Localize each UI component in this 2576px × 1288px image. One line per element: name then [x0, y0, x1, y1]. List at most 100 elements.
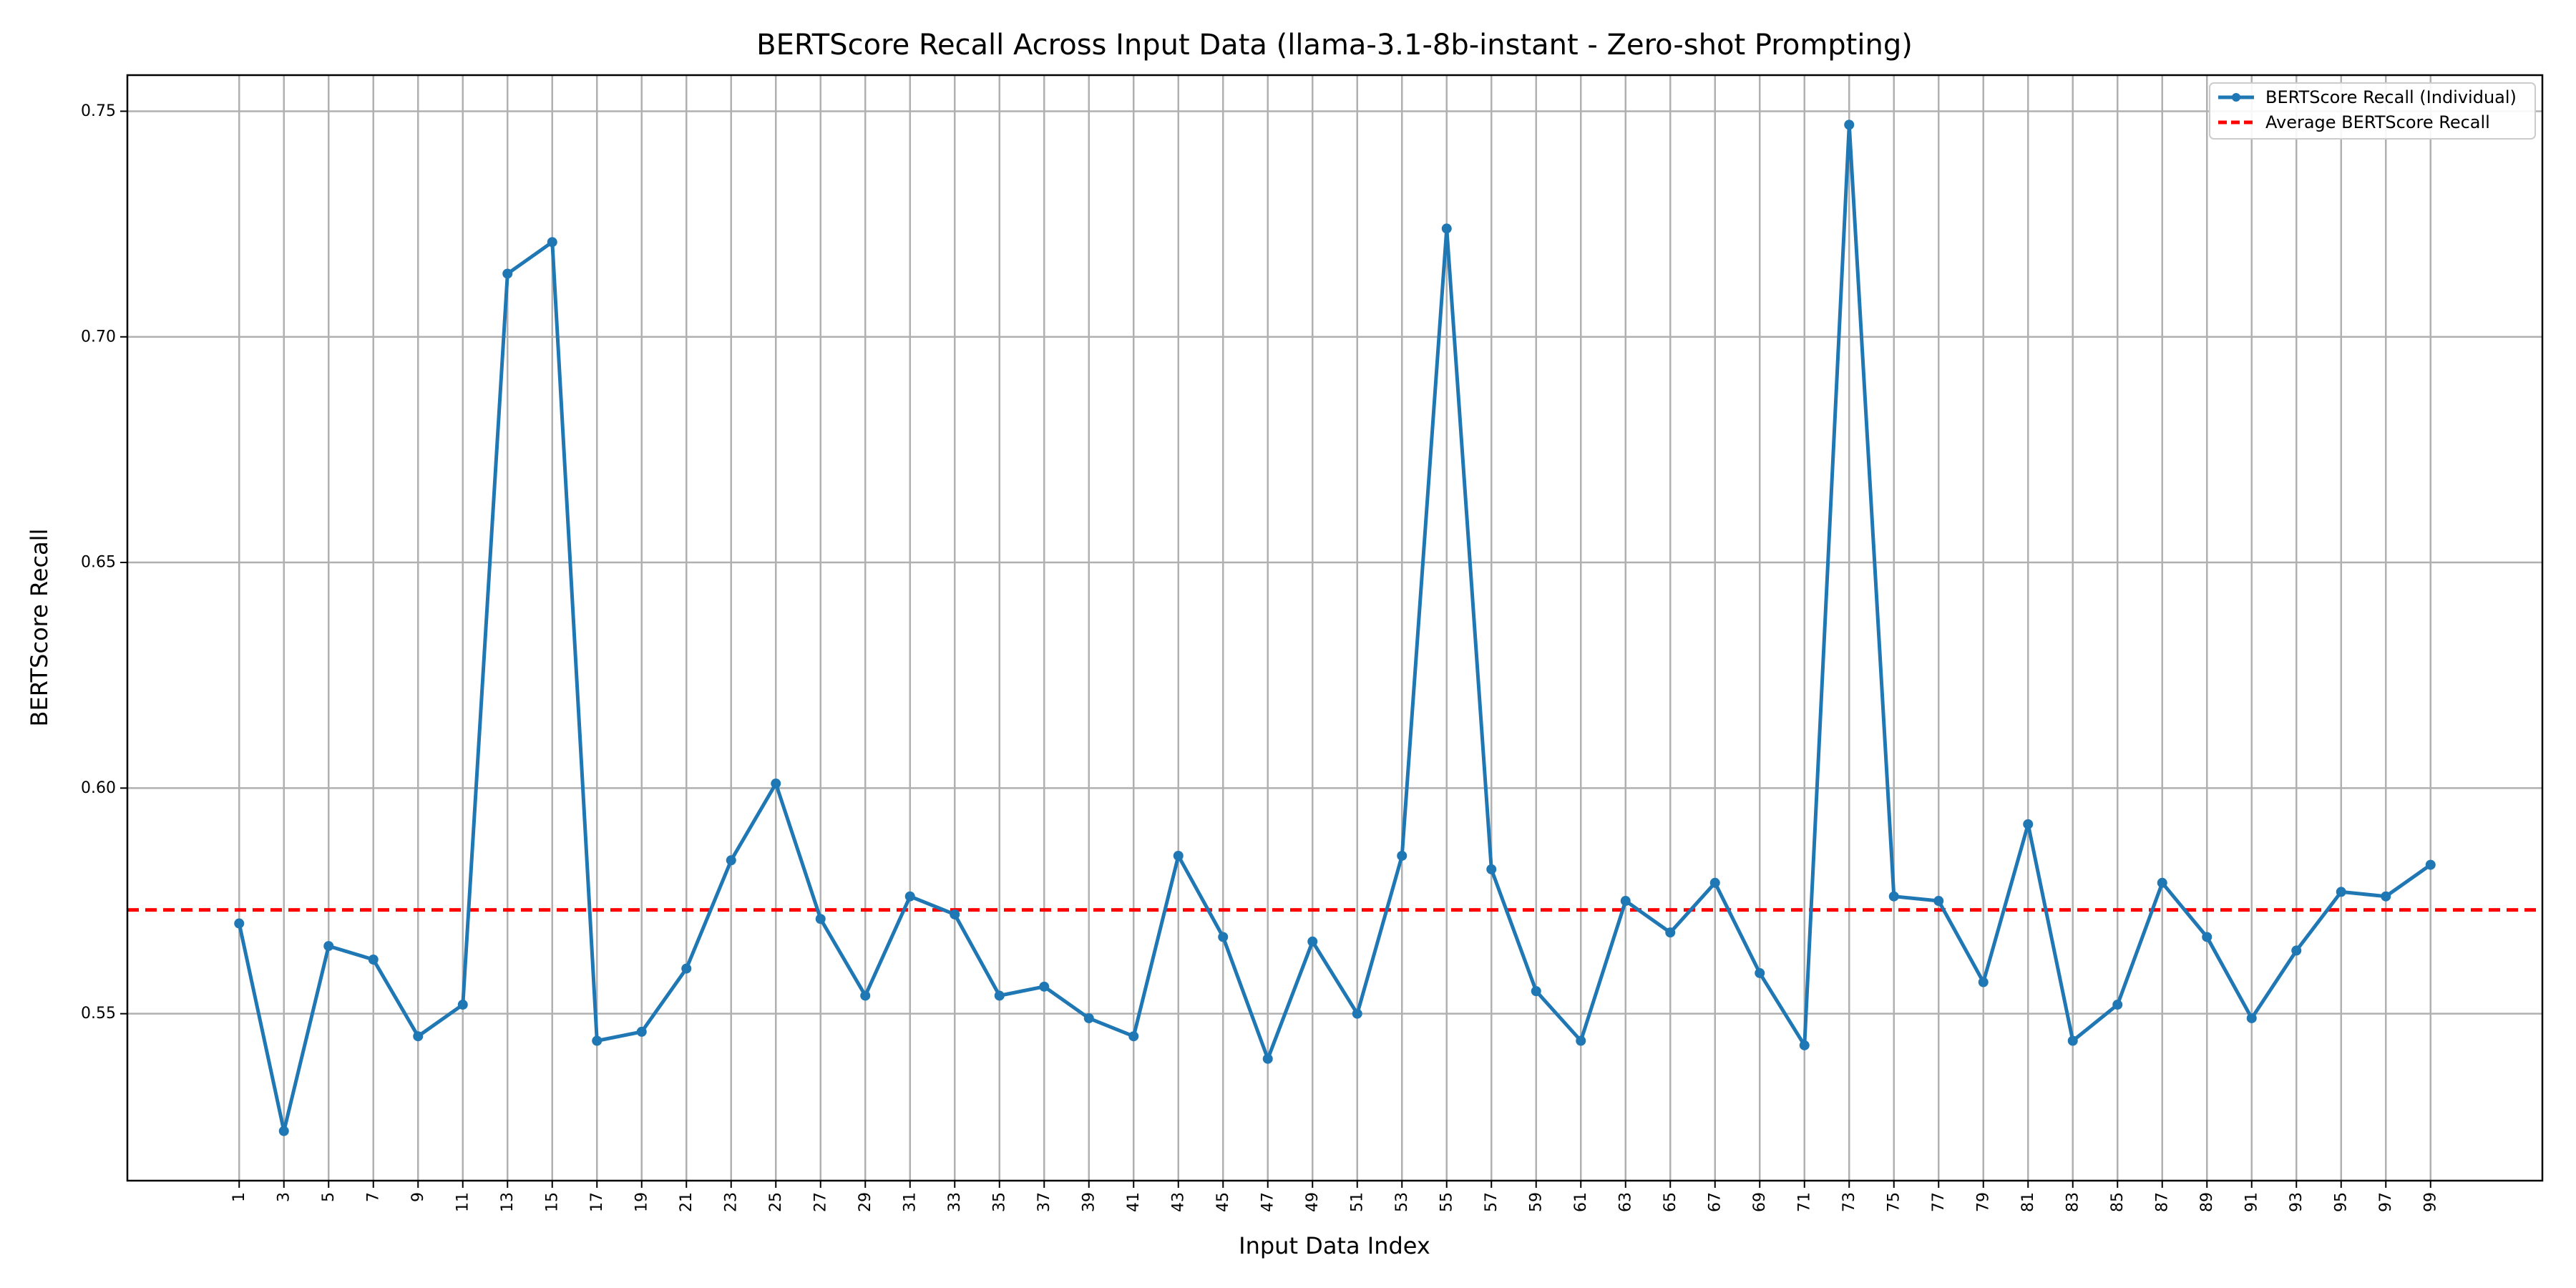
- x-tick-label: 85: [2109, 1192, 2127, 1212]
- data-point: [1576, 1035, 1586, 1046]
- data-point: [2023, 819, 2034, 829]
- x-tick-label: 73: [1840, 1192, 1858, 1212]
- x-tick-label: 65: [1662, 1192, 1679, 1212]
- x-tick-label: 25: [767, 1192, 785, 1212]
- plot-area-frame: [126, 74, 2544, 1182]
- x-tick-label: 75: [1885, 1192, 1903, 1212]
- y-axis-title: BERTScore Recall: [26, 529, 53, 727]
- data-point: [1039, 981, 1050, 992]
- data-point: [1620, 896, 1631, 907]
- x-tick-label: 59: [1527, 1192, 1545, 1212]
- data-point: [1173, 850, 1184, 861]
- x-tick-label: 17: [588, 1192, 606, 1212]
- x-tick-label: 89: [2198, 1192, 2216, 1212]
- data-point: [1665, 927, 1676, 938]
- x-tick-label: 21: [678, 1192, 696, 1212]
- data-point: [1978, 977, 1989, 987]
- data-point: [726, 855, 736, 866]
- data-point: [2336, 887, 2346, 897]
- data-point: [323, 941, 334, 952]
- x-tick-label: 53: [1393, 1192, 1411, 1212]
- data-point: [1307, 936, 1318, 947]
- legend-average-label: Average BERTScore Recall: [2265, 112, 2490, 132]
- x-tick-label: 31: [901, 1192, 919, 1212]
- data-point: [2157, 877, 2167, 888]
- data-point: [994, 990, 1005, 1001]
- x-tick-label: 77: [1930, 1192, 1948, 1212]
- data-point: [2425, 859, 2436, 870]
- x-tick-label: 97: [2377, 1192, 2395, 1212]
- data-point: [547, 237, 557, 248]
- data-point: [457, 1000, 468, 1010]
- y-tick-label: 0.60: [81, 779, 116, 797]
- data-point: [1933, 896, 1944, 907]
- x-tick-label: 11: [454, 1192, 472, 1212]
- y-tick-label: 0.75: [81, 102, 116, 120]
- data-point: [1888, 891, 1899, 902]
- series-layer: [234, 119, 2436, 1136]
- data-point: [502, 268, 513, 279]
- data-point: [2067, 1035, 2078, 1046]
- data-point: [1083, 1013, 1094, 1023]
- x-tick-label: 45: [1214, 1192, 1232, 1212]
- data-point: [1709, 877, 1720, 888]
- data-point: [904, 891, 915, 902]
- x-tick-label: 41: [1125, 1192, 1143, 1212]
- x-tick-label: 81: [2019, 1192, 2037, 1212]
- data-point: [2246, 1013, 2257, 1023]
- data-point: [1262, 1053, 1273, 1064]
- data-point: [1441, 223, 1452, 234]
- x-tick-label: 29: [857, 1192, 874, 1212]
- x-tick-label: 51: [1348, 1192, 1366, 1212]
- x-tick-label: 43: [1169, 1192, 1187, 1212]
- x-tick-label: 95: [2332, 1192, 2350, 1212]
- data-point: [2112, 1000, 2123, 1010]
- data-point: [1352, 1008, 1362, 1019]
- data-point: [2381, 891, 2391, 902]
- legend-box: [2209, 82, 2536, 140]
- y-tick-label: 0.70: [81, 328, 116, 346]
- x-tick-label: 61: [1572, 1192, 1590, 1212]
- x-tick-label: 37: [1035, 1192, 1053, 1212]
- x-tick-label: 1: [230, 1192, 248, 1202]
- data-point: [815, 914, 826, 924]
- x-tick-label: 7: [364, 1192, 382, 1202]
- y-axis-ticks: 0.55 0.60 0.65 0.70 0.75: [81, 102, 127, 1023]
- x-tick-label: 67: [1706, 1192, 1724, 1212]
- x-tick-label: 49: [1304, 1192, 1322, 1212]
- x-tick-label: 15: [543, 1192, 561, 1212]
- legend-series-label: BERTScore Recall (Individual): [2265, 87, 2517, 107]
- x-tick-label: 57: [1483, 1192, 1501, 1212]
- x-tick-label: 3: [275, 1192, 293, 1202]
- data-point: [636, 1026, 647, 1037]
- data-point: [278, 1126, 289, 1136]
- legend: BERTScore Recall (Individual) Average BE…: [2209, 82, 2536, 140]
- x-tick-label: 83: [2064, 1192, 2082, 1212]
- data-point: [1755, 967, 1765, 978]
- data-point: [2291, 945, 2302, 956]
- data-point: [860, 990, 871, 1001]
- data-point: [1397, 850, 1407, 861]
- x-tick-label: 47: [1259, 1192, 1277, 1212]
- data-point: [1531, 986, 1541, 997]
- data-point: [368, 955, 379, 965]
- data-point: [681, 963, 692, 974]
- x-tick-label: 71: [1795, 1192, 1813, 1212]
- x-axis-title: Input Data Index: [1239, 1232, 1430, 1259]
- data-point: [592, 1035, 602, 1046]
- x-tick-label: 87: [2153, 1192, 2171, 1212]
- data-point: [413, 1031, 424, 1042]
- x-tick-label: 79: [1974, 1192, 1992, 1212]
- x-tick-label: 39: [1080, 1192, 1098, 1212]
- x-tick-label: 63: [1616, 1192, 1634, 1212]
- x-tick-label: 93: [2288, 1192, 2306, 1212]
- data-point: [950, 909, 960, 919]
- x-tick-label: 69: [1751, 1192, 1769, 1212]
- x-tick-label: 27: [811, 1192, 829, 1212]
- x-tick-label: 5: [320, 1192, 338, 1202]
- data-point: [1486, 864, 1497, 874]
- x-tick-label: 35: [990, 1192, 1008, 1212]
- series-line: [237, 122, 2432, 1133]
